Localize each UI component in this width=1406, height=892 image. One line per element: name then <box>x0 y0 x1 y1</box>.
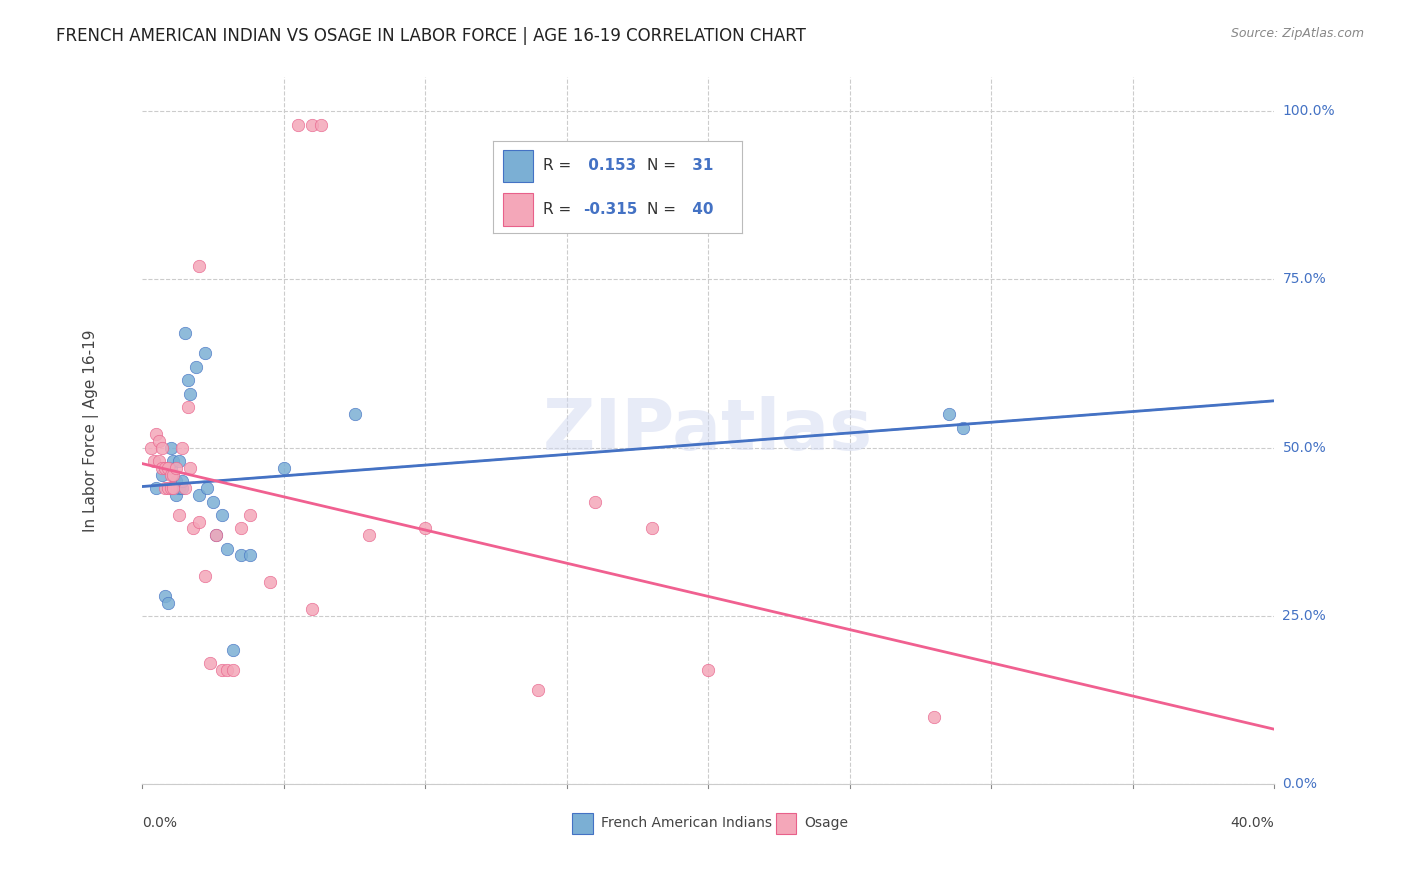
Text: French American Indians: French American Indians <box>600 816 772 830</box>
Point <box>231 549 253 563</box>
Text: 0.0%: 0.0% <box>142 816 177 830</box>
Point <box>159 467 181 482</box>
Text: 25.0%: 25.0% <box>1282 609 1326 623</box>
Point <box>231 521 253 535</box>
Point <box>181 521 204 535</box>
Point <box>197 481 219 495</box>
Point <box>259 575 281 590</box>
Point <box>413 521 436 535</box>
Point <box>162 467 184 482</box>
Point <box>159 441 181 455</box>
Point <box>165 488 187 502</box>
Text: 40.0%: 40.0% <box>1230 816 1274 830</box>
Point <box>194 346 217 360</box>
Point <box>343 407 366 421</box>
Point <box>222 642 245 657</box>
Point <box>187 488 209 502</box>
Text: FRENCH AMERICAN INDIAN VS OSAGE IN LABOR FORCE | AGE 16-19 CORRELATION CHART: FRENCH AMERICAN INDIAN VS OSAGE IN LABOR… <box>56 27 806 45</box>
Point <box>165 475 187 489</box>
Point <box>176 373 198 387</box>
Point <box>165 461 187 475</box>
Point <box>357 528 380 542</box>
Point <box>239 549 262 563</box>
Point <box>167 454 190 468</box>
Point <box>153 589 176 603</box>
Point <box>640 521 662 535</box>
Point <box>309 118 332 132</box>
Bar <box>572 813 593 834</box>
Point <box>159 481 181 495</box>
Point <box>938 407 960 421</box>
Point <box>150 441 173 455</box>
Point <box>222 663 245 677</box>
Point <box>205 528 228 542</box>
Point <box>202 494 225 508</box>
Point <box>170 475 193 489</box>
Point <box>211 663 233 677</box>
Point <box>170 441 193 455</box>
Point <box>167 508 190 522</box>
Point <box>150 461 173 475</box>
Point <box>170 481 193 495</box>
Point <box>156 596 179 610</box>
Point <box>187 515 209 529</box>
Point <box>217 663 239 677</box>
Point <box>205 528 228 542</box>
Text: Source: ZipAtlas.com: Source: ZipAtlas.com <box>1230 27 1364 40</box>
Point <box>162 481 184 495</box>
Point <box>924 710 946 724</box>
Point <box>145 427 167 442</box>
Point <box>583 494 606 508</box>
Text: 0.0%: 0.0% <box>1282 777 1317 791</box>
Point <box>173 481 195 495</box>
Point <box>150 467 173 482</box>
Text: ZIPatlas: ZIPatlas <box>543 396 873 466</box>
Point <box>162 454 184 468</box>
Point <box>173 326 195 341</box>
Point <box>952 420 974 434</box>
Point <box>156 481 179 495</box>
Point <box>697 663 720 677</box>
Point <box>184 359 207 374</box>
Point <box>156 461 179 475</box>
Point <box>287 118 309 132</box>
Point <box>145 481 167 495</box>
Text: Osage: Osage <box>804 816 848 830</box>
Point <box>187 259 209 273</box>
Bar <box>776 813 796 834</box>
Point <box>200 656 222 670</box>
Point <box>139 441 162 455</box>
Point <box>527 683 550 698</box>
Point <box>194 568 217 582</box>
Point <box>179 387 201 401</box>
Point <box>176 401 198 415</box>
Point <box>273 461 295 475</box>
Point <box>148 454 170 468</box>
Text: In Labor Force | Age 16-19: In Labor Force | Age 16-19 <box>83 330 100 533</box>
Point <box>179 461 201 475</box>
Point <box>153 461 176 475</box>
Point <box>159 461 181 475</box>
Point <box>239 508 262 522</box>
Point <box>301 602 323 616</box>
Point <box>148 434 170 448</box>
Point <box>301 118 323 132</box>
Text: 50.0%: 50.0% <box>1282 441 1326 455</box>
Point <box>211 508 233 522</box>
Point <box>217 541 239 556</box>
Point <box>167 481 190 495</box>
Text: 75.0%: 75.0% <box>1282 272 1326 286</box>
Text: 100.0%: 100.0% <box>1282 104 1336 118</box>
Point <box>153 481 176 495</box>
Point <box>142 454 165 468</box>
